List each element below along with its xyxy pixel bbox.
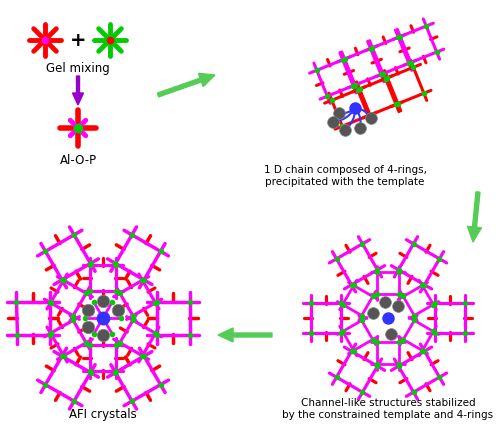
Polygon shape xyxy=(158,74,215,97)
Text: +: + xyxy=(70,31,86,50)
Text: 1 D chain composed of 4-rings,
precipitated with the template: 1 D chain composed of 4-rings, precipita… xyxy=(264,165,426,187)
Polygon shape xyxy=(468,192,481,242)
Polygon shape xyxy=(72,76,84,105)
Text: Channel-like structures stabilized
by the constrained template and 4-rings: Channel-like structures stabilized by th… xyxy=(282,398,494,420)
Text: Al-O-P: Al-O-P xyxy=(60,154,96,167)
Text: Gel mixing: Gel mixing xyxy=(46,62,110,75)
Polygon shape xyxy=(218,328,272,342)
Text: AFI crystals: AFI crystals xyxy=(69,408,137,421)
